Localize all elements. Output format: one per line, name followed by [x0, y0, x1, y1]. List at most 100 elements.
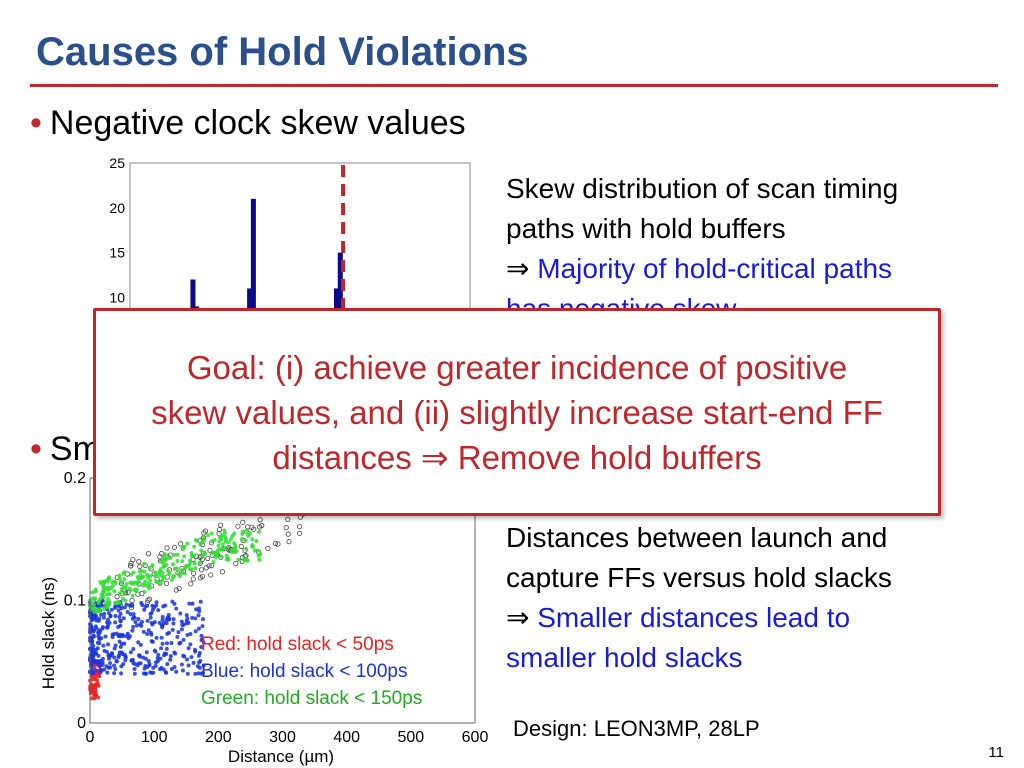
scatter-point-blue: [132, 615, 137, 620]
histogram-y-tick-label: 20: [109, 200, 125, 216]
scatter-point-blue: [150, 622, 155, 627]
scatter-point-green: [212, 550, 217, 555]
scatter-point-blue: [201, 663, 206, 668]
scatter-point-blue: [131, 661, 136, 666]
scatter-point-blue: [190, 601, 195, 606]
scatter-point-green: [128, 588, 133, 593]
scatter-point-green: [161, 561, 166, 566]
scatter-point-blue: [107, 656, 112, 661]
scatter-point-blue: [118, 644, 123, 649]
scatter-point-green: [250, 543, 255, 548]
scatter-point-other: [114, 594, 120, 600]
scatter-point-green: [245, 528, 250, 533]
scatter-point-other: [265, 545, 271, 552]
scatter-point-green: [105, 592, 110, 597]
scatter-point-blue: [113, 667, 118, 672]
scatter-point-blue: [96, 634, 101, 639]
scatter-point-green: [93, 596, 98, 601]
scatter-point-blue: [197, 609, 202, 614]
scatter-point-blue: [101, 615, 106, 620]
scatter-point-green: [142, 561, 147, 566]
scatter-point-blue: [119, 650, 124, 655]
scatter-point-blue: [106, 610, 111, 615]
scatter-point-blue: [92, 628, 97, 633]
scatter-point-green: [180, 559, 185, 564]
scatter-point-green: [232, 541, 237, 546]
scatter-point-green: [200, 554, 205, 559]
scatter-point-green: [153, 570, 158, 575]
scatter-point-other: [272, 540, 279, 546]
scatter-point-blue: [156, 652, 161, 657]
bullet-text: Sm: [49, 430, 101, 468]
scatter-point-blue: [119, 606, 124, 611]
scatter-point-blue: [136, 661, 141, 666]
scatter-point-green: [117, 591, 122, 596]
scatter-point-blue: [191, 660, 196, 665]
scatter-point-blue: [200, 624, 205, 629]
scatter-point-green: [142, 589, 147, 594]
scatter-point-green: [189, 551, 194, 556]
scatter-point-blue: [193, 671, 198, 676]
y-axis-label: Hold slack (ns): [39, 577, 58, 689]
scatter-point-blue: [180, 623, 185, 628]
scatter-point-blue: [105, 670, 110, 675]
scatter-point-blue: [154, 600, 159, 605]
scatter-point-other: [164, 545, 170, 551]
scatter-point-blue: [185, 616, 190, 621]
scatter-point-green: [160, 578, 165, 583]
scatter-point-blue: [105, 625, 110, 630]
scatter-point-blue: [93, 659, 98, 664]
scatter-point-blue: [132, 671, 137, 676]
scatter-point-blue: [196, 626, 201, 631]
scatter-point-green: [182, 571, 187, 576]
scatter-point-blue: [159, 635, 164, 640]
scatter-point-blue: [121, 616, 126, 621]
scatter-point-other: [130, 557, 136, 563]
scatter-x-tick-label: 400: [333, 729, 360, 746]
bullet-negative-skew: • Negative clock skew values: [30, 104, 466, 143]
scatter-point-other: [197, 575, 204, 581]
scatter-point-blue: [178, 640, 183, 645]
scatter-point-green: [129, 572, 134, 577]
scatter-point-blue: [116, 624, 121, 629]
scatter-point-other: [202, 528, 209, 534]
scatter-point-blue: [184, 613, 189, 618]
scatter-point-blue: [127, 603, 132, 608]
scatter-point-blue: [112, 655, 117, 660]
histogram-bar: [250, 198, 256, 315]
scatter-point-blue: [155, 655, 160, 660]
scatter-legend: Red: hold slack < 50ps Blue: hold slack …: [201, 631, 422, 712]
scatter-point-blue: [188, 642, 193, 647]
scatter-point-green: [158, 559, 163, 564]
scatter-point-blue: [198, 599, 203, 604]
scatter-point-green: [180, 568, 185, 573]
histogram-frame: [129, 162, 471, 315]
histogram-bar: [337, 252, 343, 315]
scatter-point-blue: [140, 602, 145, 607]
scatter-point-blue: [161, 604, 166, 609]
scatter-point-green: [105, 605, 110, 610]
scatter-point-blue: [174, 606, 179, 611]
scatter-point-blue: [141, 629, 146, 634]
scatter-x-tick-label: 200: [205, 729, 232, 746]
scatter-x-tick-label: 600: [462, 729, 489, 746]
scatter-point-green: [131, 581, 136, 586]
scatter-point-green: [218, 536, 223, 541]
scatter-point-other: [219, 569, 226, 575]
scatter-point-blue: [200, 617, 205, 622]
scatter-point-blue: [173, 651, 178, 656]
scatter-point-blue: [108, 614, 113, 619]
scatter-point-other: [137, 563, 143, 570]
scatter-point-green: [117, 573, 122, 578]
scatter-point-blue: [186, 646, 191, 651]
scatter-point-green: [98, 597, 103, 602]
scatter-point-other: [163, 580, 170, 586]
scatter-point-blue: [179, 662, 184, 667]
histogram-bar: [247, 288, 253, 315]
scatter-point-other: [191, 570, 197, 576]
scatter-point-blue: [185, 671, 190, 676]
scatter-point-blue: [90, 639, 95, 644]
scatter-point-green: [248, 531, 253, 536]
scatter-point-blue: [103, 634, 108, 639]
scatter-point-green: [193, 538, 198, 543]
